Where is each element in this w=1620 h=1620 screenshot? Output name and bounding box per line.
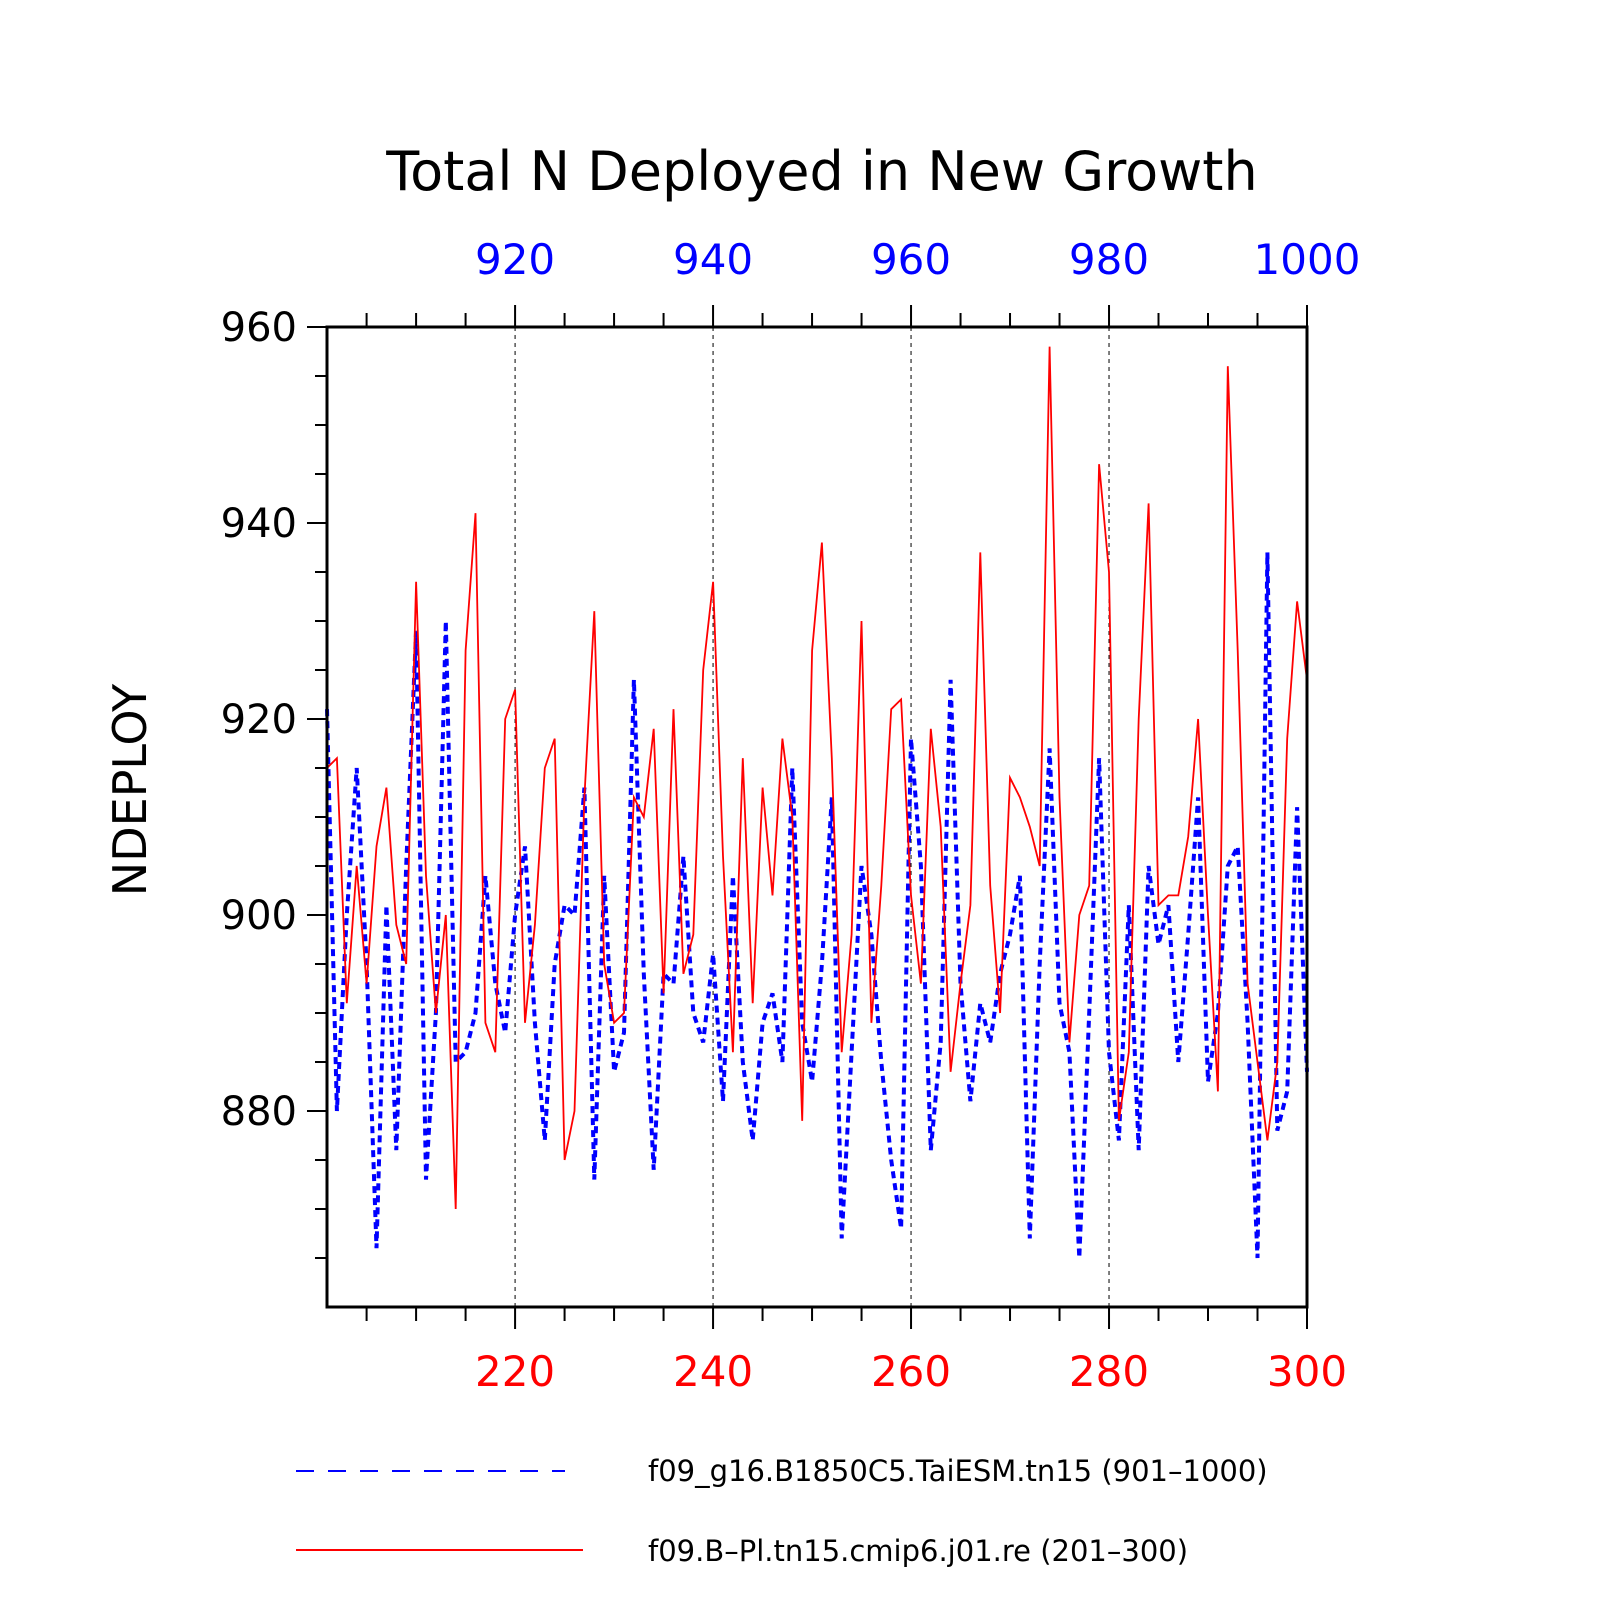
x-bottom-tick-label-280: 280 bbox=[1069, 1347, 1149, 1396]
x-bottom-tick-label-220: 220 bbox=[475, 1347, 555, 1396]
chart-title: Total N Deployed in New Growth bbox=[385, 140, 1257, 203]
x-top-tick-label-920: 920 bbox=[475, 235, 555, 284]
x-bottom-tick-label-300: 300 bbox=[1267, 1347, 1347, 1396]
legend-label-taiesm: f09_g16.B1850C5.TaiESM.tn15 (901–1000) bbox=[648, 1454, 1268, 1488]
x-top-tick-label-1000: 1000 bbox=[1254, 235, 1361, 284]
tick-labels: 880 900 920 940 960 220 240 260 280 300 920 940 960 9… bbox=[221, 235, 1361, 1396]
series-line-taiesm bbox=[325, 552, 1309, 1259]
y-tick-label-960: 960 bbox=[221, 305, 297, 351]
x-top-tick-label-980: 980 bbox=[1069, 235, 1149, 284]
x-bottom-tick-label-240: 240 bbox=[673, 1347, 753, 1396]
plot-frame bbox=[325, 325, 1309, 1309]
legend-label-cmip6: f09.B–Pl.tn15.cmip6.j01.re (201–300) bbox=[648, 1534, 1188, 1568]
series-lines bbox=[325, 346, 1309, 1259]
series-line-cmip6 bbox=[326, 346, 1308, 1210]
y-tick-label-920: 920 bbox=[221, 697, 297, 743]
y-tick-label-900: 900 bbox=[221, 893, 297, 939]
y-axis-label: NDEPLOY bbox=[103, 683, 157, 896]
legend: f09_g16.B1850C5.TaiESM.tn15 (901–1000) f… bbox=[296, 1454, 1268, 1568]
y-tick-label-940: 940 bbox=[221, 501, 297, 547]
x-top-tick-label-960: 960 bbox=[871, 235, 951, 284]
axis-ticks bbox=[307, 305, 1308, 1329]
x-top-tick-label-940: 940 bbox=[673, 235, 753, 284]
x-bottom-tick-label-260: 260 bbox=[871, 1347, 951, 1396]
y-tick-label-880: 880 bbox=[221, 1089, 297, 1135]
vertical-gridlines bbox=[514, 327, 1110, 1307]
